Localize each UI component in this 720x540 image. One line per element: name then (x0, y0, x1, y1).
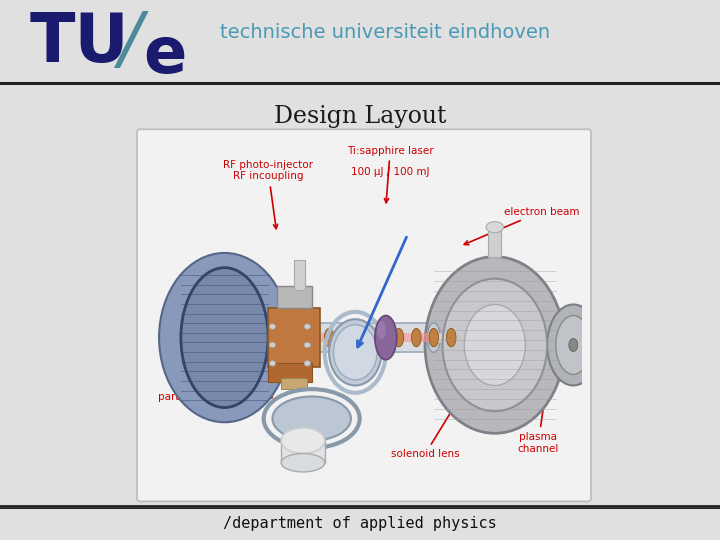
Bar (469, 334, 486, 341)
Bar (294, 260, 305, 290)
Bar (433, 332, 469, 343)
Text: plasma
channel: plasma channel (518, 385, 559, 454)
Ellipse shape (272, 396, 351, 441)
Ellipse shape (304, 361, 310, 366)
Bar (281, 437, 325, 463)
Text: 100 μJ / 100 mJ: 100 μJ / 100 mJ (351, 167, 429, 177)
Ellipse shape (342, 328, 351, 347)
Ellipse shape (377, 328, 386, 347)
Text: technische universiteit eindhoven: technische universiteit eindhoven (220, 23, 550, 43)
Bar (268, 363, 312, 382)
Text: solenoid lens: solenoid lens (391, 401, 459, 460)
Ellipse shape (181, 268, 268, 408)
Ellipse shape (329, 319, 382, 386)
FancyArrow shape (316, 333, 429, 342)
Text: /department of applied physics: /department of applied physics (223, 516, 497, 531)
Text: electron beam: electron beam (464, 207, 579, 245)
Text: Design Layout: Design Layout (274, 105, 446, 128)
Ellipse shape (305, 323, 318, 352)
Text: /: / (118, 9, 141, 76)
Ellipse shape (269, 324, 276, 329)
Text: RF photo-injector
RF incoupling: RF photo-injector RF incoupling (223, 160, 313, 228)
Ellipse shape (547, 305, 600, 386)
Bar (312, 323, 433, 352)
Ellipse shape (282, 428, 325, 454)
Bar (268, 308, 320, 367)
Ellipse shape (464, 305, 526, 386)
Ellipse shape (394, 328, 404, 347)
Ellipse shape (359, 328, 369, 347)
Bar (281, 378, 307, 389)
Ellipse shape (333, 325, 377, 380)
Ellipse shape (304, 342, 310, 348)
Text: flat mirror
with hole: flat mirror with hole (207, 279, 307, 326)
Text: Ti:sapphire laser: Ti:sapphire laser (347, 145, 433, 202)
Text: parabolic mirror: parabolic mirror (158, 393, 272, 402)
Ellipse shape (443, 279, 547, 411)
Ellipse shape (282, 454, 325, 472)
Ellipse shape (425, 256, 564, 433)
Ellipse shape (324, 328, 334, 347)
Ellipse shape (304, 324, 310, 329)
Ellipse shape (159, 253, 290, 422)
Ellipse shape (375, 315, 397, 360)
Ellipse shape (269, 361, 276, 366)
Ellipse shape (427, 323, 441, 352)
FancyBboxPatch shape (137, 129, 591, 502)
Ellipse shape (429, 328, 438, 347)
Text: e: e (143, 24, 186, 86)
Bar (488, 227, 501, 256)
Ellipse shape (569, 339, 577, 352)
Ellipse shape (269, 342, 276, 348)
Ellipse shape (446, 328, 456, 347)
Ellipse shape (412, 328, 421, 347)
Ellipse shape (556, 315, 590, 374)
Text: TU: TU (30, 10, 130, 76)
Ellipse shape (486, 221, 503, 233)
Ellipse shape (377, 321, 386, 340)
Bar (276, 286, 312, 308)
